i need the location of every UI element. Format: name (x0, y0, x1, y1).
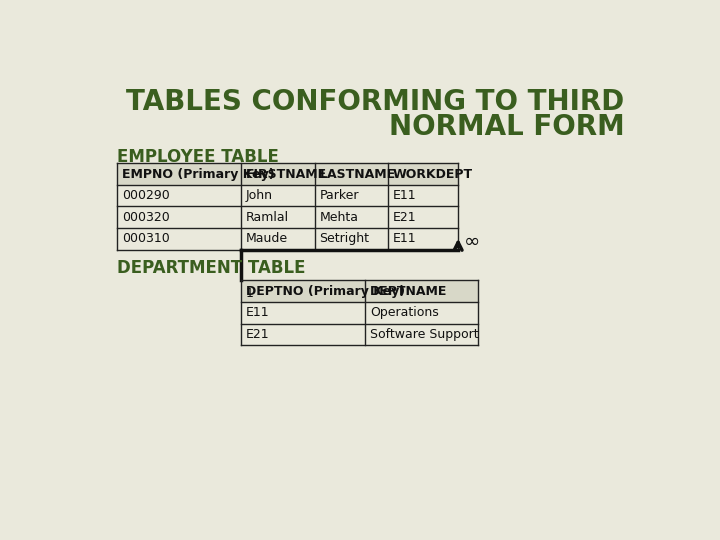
Text: Operations: Operations (370, 306, 438, 319)
Text: EMPNO (Primary Key): EMPNO (Primary Key) (122, 167, 274, 181)
Text: E21: E21 (393, 211, 417, 224)
Text: 000290: 000290 (122, 189, 169, 202)
Text: Software Support: Software Support (370, 328, 478, 341)
Text: TABLES CONFORMING TO THIRD: TABLES CONFORMING TO THIRD (127, 88, 625, 116)
Text: Parker: Parker (320, 189, 359, 202)
Text: Maude: Maude (246, 232, 288, 245)
Text: E11: E11 (246, 306, 269, 319)
Text: 000320: 000320 (122, 211, 169, 224)
Text: Setright: Setright (320, 232, 369, 245)
Text: LASTNAME: LASTNAME (320, 167, 395, 181)
Text: DEPTNAME: DEPTNAME (370, 285, 447, 298)
Text: FIRSTNAME: FIRSTNAME (246, 167, 327, 181)
Text: E21: E21 (246, 328, 269, 341)
Text: 1: 1 (246, 287, 253, 300)
Text: E11: E11 (393, 189, 417, 202)
Text: ∞: ∞ (464, 232, 480, 252)
Bar (117, 164, 458, 185)
Text: John: John (246, 189, 273, 202)
Text: Mehta: Mehta (320, 211, 359, 224)
Text: NORMAL FORM: NORMAL FORM (389, 112, 625, 140)
Text: WORKDEPT: WORKDEPT (393, 167, 473, 181)
Bar (241, 280, 477, 302)
Text: DEPTNO (Primary Key): DEPTNO (Primary Key) (246, 285, 405, 298)
Text: EMPLOYEE TABLE: EMPLOYEE TABLE (117, 148, 279, 166)
Text: E11: E11 (393, 232, 417, 245)
Text: Ramlal: Ramlal (246, 211, 289, 224)
Text: 000310: 000310 (122, 232, 169, 245)
Text: DEPARTMENT TABLE: DEPARTMENT TABLE (117, 259, 305, 277)
